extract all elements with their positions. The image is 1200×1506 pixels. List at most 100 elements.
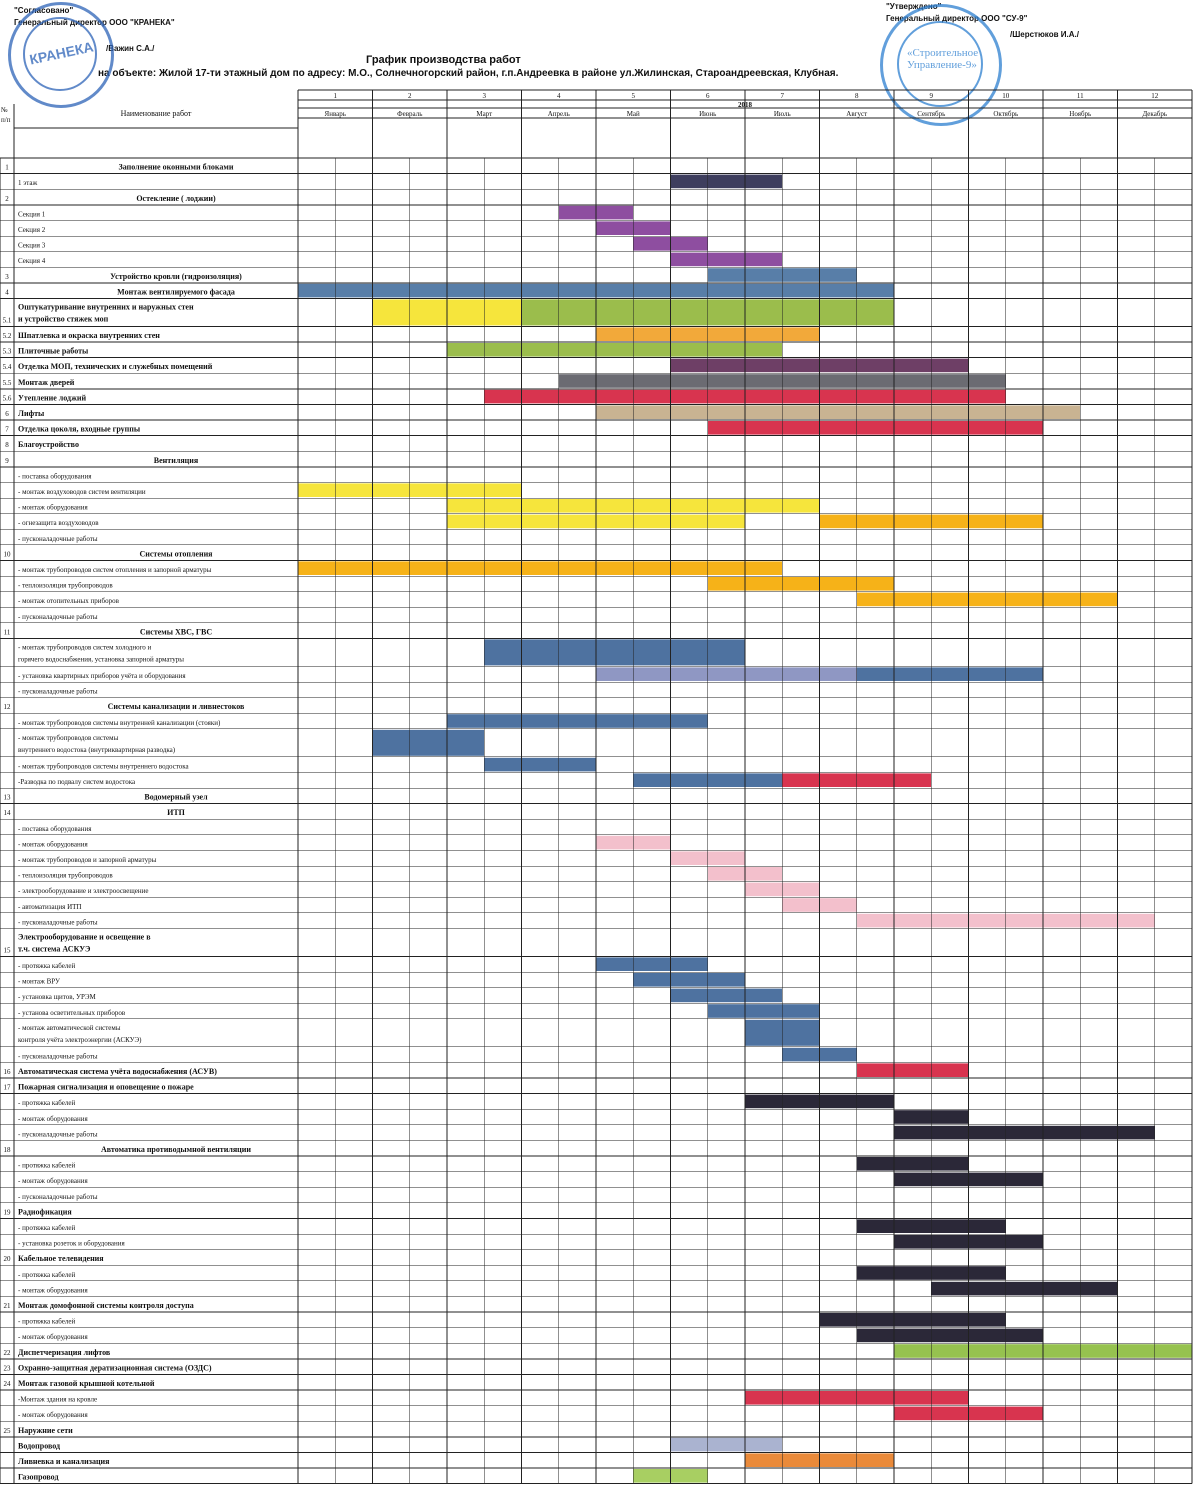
row-label: Секция 3	[18, 242, 46, 250]
task-bar	[447, 343, 783, 357]
row-label: - пусконаладочные работы	[18, 688, 98, 696]
row-label: Газопровод	[18, 1473, 59, 1482]
row-number: 5.6	[3, 394, 12, 402]
row-label: Диспетчеризация лифтов	[18, 1348, 111, 1357]
task-bar	[447, 714, 708, 728]
month-name: Август	[846, 110, 867, 118]
task-bar	[596, 667, 857, 681]
row-number: 5.3	[3, 348, 12, 356]
month-name: Май	[627, 110, 640, 118]
row-label: Автоматика противодымной вентиляции	[101, 1145, 251, 1154]
task-bar	[670, 988, 783, 1003]
month-name: Сентябрь	[917, 110, 945, 118]
row-label: Монтаж вентилируемого фасада	[117, 287, 235, 296]
col-no-header: №	[1, 106, 8, 114]
task-bar	[707, 421, 1043, 435]
month-number: 10	[1002, 92, 1010, 100]
row-label: - протяжка кабелей	[18, 1099, 75, 1107]
row-label: - теплоизоляция трубопроводов	[18, 582, 113, 590]
row-label: Секция 4	[18, 257, 46, 265]
row-number: 25	[4, 1427, 12, 1435]
row-label: - монтаж ВРУ	[18, 978, 60, 986]
month-name: Ноябрь	[1069, 110, 1091, 118]
row-label: - установа осветительных приборов	[18, 1009, 126, 1017]
row-label: Водопровод	[18, 1441, 60, 1450]
task-bar	[484, 757, 596, 772]
row-label: Автоматическая система учёта водоснабжен…	[18, 1067, 217, 1076]
month-number: 1	[334, 92, 338, 100]
row-label: Остекление ( лоджии)	[136, 194, 216, 203]
col-name-header: Наименование работ	[121, 109, 192, 118]
row-number: 17	[4, 1084, 12, 1092]
row-label: - пусконаладочные работы	[18, 918, 98, 926]
row-label: Монтаж газовой крышной котельной	[18, 1379, 155, 1388]
row-label-line1: - монтаж трубопроводов системы	[18, 734, 119, 742]
row-label: -Разводка по подвалу систем водостока	[18, 778, 136, 786]
row-label: Монтаж домофонной системы контроля досту…	[18, 1301, 194, 1310]
row-label: Вентиляция	[154, 456, 199, 465]
row-number: 22	[4, 1349, 12, 1357]
row-label: - установка щитов, УРЭМ	[18, 993, 97, 1001]
row-label: Водомерный узел	[144, 793, 208, 802]
row-label: - монтаж оборудования	[18, 1411, 88, 1419]
row-label: - монтаж трубопроводов системы внутренне…	[18, 719, 221, 727]
row-label: Устройство кровли (гидроизоляция)	[110, 272, 242, 281]
row-label: - теплоизоляция трубопроводов	[18, 872, 113, 880]
task-bar	[596, 405, 1081, 419]
row-label: -Монтаж здания на кровле	[18, 1396, 97, 1404]
row-number: 24	[4, 1380, 12, 1388]
left-stamp: КРАНЕКА	[8, 2, 114, 108]
row-label: - пусконаладочные работы	[18, 535, 98, 543]
row-label: - протяжка кабелей	[18, 1318, 75, 1326]
page-title: График производства работ	[366, 54, 521, 66]
row-number: 19	[4, 1208, 12, 1216]
row-label: Наружние сети	[18, 1426, 73, 1435]
page-subtitle: на объекте: Жилой 17-ти этажный дом по а…	[98, 68, 839, 79]
right-stamp-text: «Строительное Управление-9»	[907, 47, 979, 71]
row-label: - монтаж оборудования	[18, 840, 88, 848]
approved-signature: /Шерстюков И.А./	[1010, 30, 1079, 39]
row-label: - монтаж трубопроводов и запорной армату…	[18, 856, 157, 864]
task-bar	[298, 561, 783, 575]
task-bar	[596, 957, 708, 971]
task-bar	[856, 667, 1043, 681]
row-label-line1: Оштукатуривание внутренних и наружных ст…	[18, 302, 194, 311]
row-label: - установка розеток и оборудования	[18, 1240, 126, 1248]
row-label: Благоустройство	[18, 440, 79, 449]
task-bar	[670, 174, 783, 189]
task-bar	[670, 252, 783, 267]
row-label: Радиофикация	[18, 1207, 72, 1216]
task-bar	[707, 577, 894, 591]
month-number: 2	[408, 92, 412, 100]
row-label: Секция 1	[18, 210, 46, 218]
month-name: Апрель	[548, 110, 570, 118]
row-label: Отделка цоколя, входные группы	[18, 425, 141, 434]
month-name: Февраль	[397, 110, 422, 118]
month-name: Июль	[774, 110, 791, 118]
task-bar	[372, 729, 485, 756]
row-number: 4	[5, 288, 9, 296]
row-label-line2: внутреннего водостока (внутриквартирная …	[18, 746, 176, 754]
row-number: 18	[4, 1146, 12, 1154]
row-label: - поставка оборудования	[18, 472, 92, 480]
row-number: 8	[5, 441, 9, 449]
row-number: 7	[5, 426, 9, 434]
row-label: - монтаж трубопроводов системы внутренне…	[18, 762, 190, 770]
row-number: 5.5	[3, 379, 12, 387]
row-number: 20	[4, 1255, 12, 1263]
row-label: - монтаж оборудования	[18, 504, 88, 512]
row-label: Системы ХВС, ГВС	[140, 627, 212, 636]
month-name: Январь	[325, 110, 346, 118]
row-label: - поставка оборудования	[18, 825, 92, 833]
row-label: - пусконаладочные работы	[18, 1130, 98, 1138]
row-label: ИТП	[167, 808, 186, 817]
month-name: Декабрь	[1142, 110, 1167, 118]
row-number: 21	[4, 1302, 12, 1310]
row-number: 10	[4, 550, 12, 558]
row-label: Системы канализации и ливнестоков	[108, 702, 245, 711]
row-label: - монтаж отопительных приборов	[18, 597, 120, 605]
row-number: 5.4	[3, 363, 12, 371]
row-number: 13	[4, 794, 12, 802]
row-label: Ливневка и канализация	[18, 1457, 110, 1466]
